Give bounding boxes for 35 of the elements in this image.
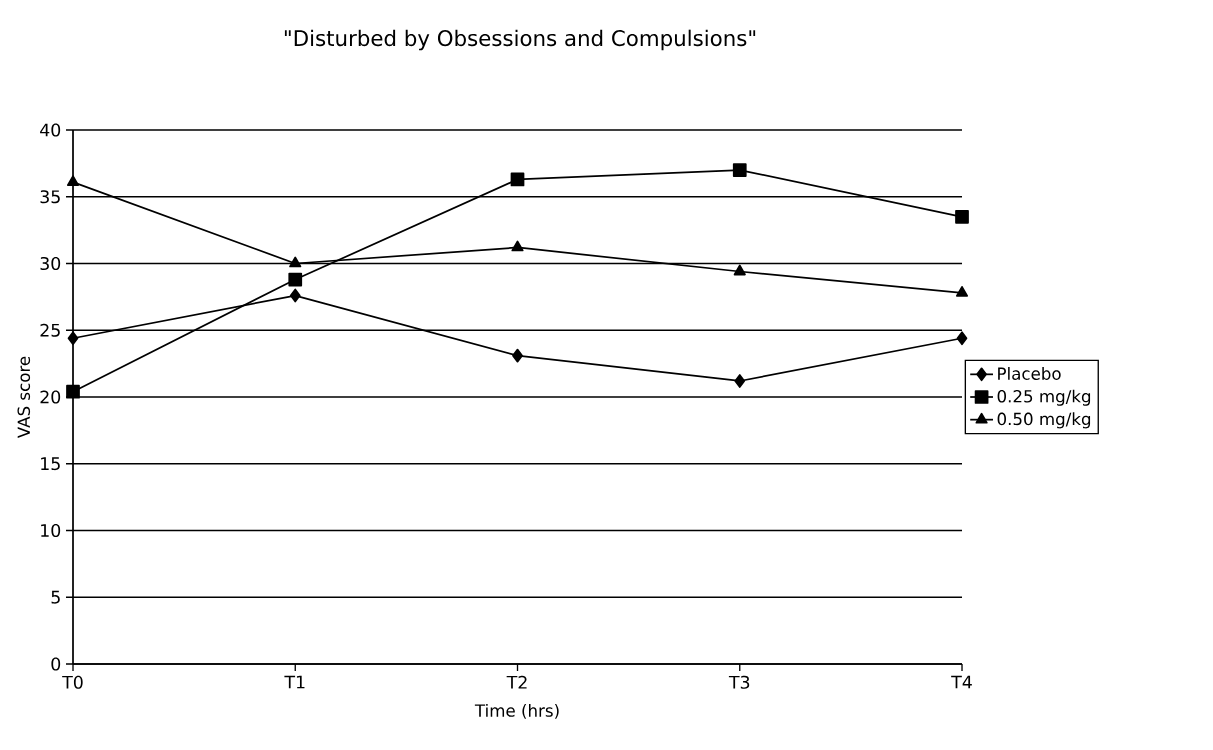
y-tick-label: 5 [51, 590, 60, 604]
point [955, 286, 969, 297]
legend-label: 0.25 mg/kg [997, 389, 1091, 406]
point [66, 175, 80, 186]
y-tick-label: 30 [40, 256, 61, 271]
point [511, 240, 524, 252]
point [512, 348, 523, 363]
chart-title: "Disturbed by Obsessions and Compulsions" [284, 29, 756, 51]
y-tick-label: 35 [40, 190, 60, 204]
point [734, 374, 746, 388]
y-tick-label: 40 [40, 123, 61, 137]
point [66, 384, 80, 399]
point [67, 331, 79, 346]
x-tick-label: T4 [951, 675, 972, 689]
point [289, 288, 301, 303]
y-tick-label: 15 [41, 457, 60, 471]
y-tick-label: 20 [40, 390, 61, 404]
legend-label: 0.50 mg/kg [997, 412, 1091, 429]
y-tick-label: 0 [51, 657, 61, 671]
legend-label: Placebo [998, 367, 1061, 380]
x-tick-label: T1 [284, 675, 305, 689]
y-tick-label: 10 [41, 523, 61, 538]
point [289, 256, 302, 268]
x-tick-label: T2 [506, 675, 527, 689]
point [510, 172, 525, 187]
point [733, 264, 746, 276]
point [955, 209, 969, 224]
x-axis-title: Time (hrs) [474, 703, 559, 719]
point [956, 331, 968, 346]
x-tick-label: T0 [62, 675, 83, 689]
point [732, 163, 747, 177]
y-axis-title: VAS score [17, 356, 31, 439]
y-tick-label: 25 [40, 323, 60, 337]
x-tick-label: T3 [728, 675, 750, 689]
point [288, 272, 303, 287]
